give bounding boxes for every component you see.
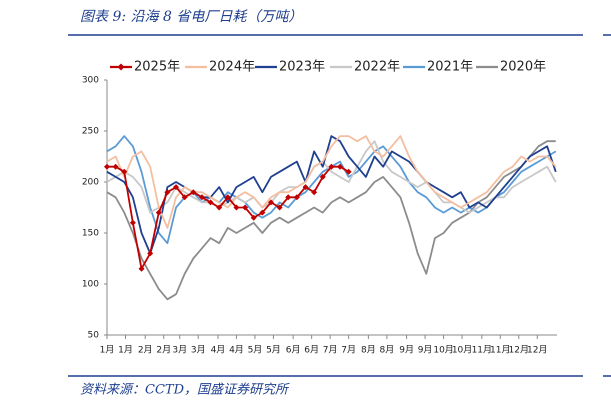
x-tick-label: 8月 — [361, 345, 376, 356]
series-marker — [216, 204, 223, 211]
series-marker — [155, 209, 162, 216]
x-tick-label: 8月 — [379, 345, 394, 356]
legend-label: 2025年 — [134, 60, 180, 75]
series-marker — [104, 163, 110, 170]
series-marker — [129, 219, 136, 226]
x-tick-label: 9月 — [399, 345, 414, 356]
series-marker — [285, 194, 292, 201]
series-marker — [337, 163, 344, 170]
series-marker — [164, 189, 171, 196]
x-tick-label: 6月 — [286, 345, 301, 356]
series-marker — [302, 184, 309, 191]
x-tick-label: 9月 — [418, 345, 433, 356]
y-tick-label: 100 — [82, 280, 99, 290]
x-tick-label: 3月 — [191, 345, 206, 356]
x-tick-label: 7月 — [323, 345, 338, 356]
series-marker — [147, 250, 154, 257]
legend-label: 2024年 — [209, 60, 255, 75]
series-marker — [267, 199, 274, 206]
x-tick-label: 1月 — [100, 345, 115, 356]
x-tick-label: 2月 — [156, 345, 171, 356]
series-line — [106, 140, 556, 301]
x-tick-label: 5月 — [266, 345, 281, 356]
y-tick-label: 300 — [82, 76, 99, 86]
series-marker — [233, 204, 240, 211]
series-marker — [190, 189, 197, 196]
series-line — [106, 135, 557, 255]
legend-label: 2020年 — [500, 60, 546, 75]
x-tick-label: 4月 — [211, 345, 226, 356]
x-tick-label: 11月 — [490, 345, 510, 356]
series-marker — [319, 173, 326, 180]
x-tick-label: 10月 — [433, 345, 453, 356]
x-tick-label: 10月 — [452, 345, 472, 356]
source-note: 资料来源：CCTD，国盛证券研究所 — [80, 382, 290, 398]
x-tick-label: 5月 — [248, 345, 263, 356]
legend-label: 2021年 — [427, 60, 473, 75]
series-marker — [121, 168, 128, 175]
y-tick-label: 200 — [82, 178, 99, 188]
series-marker — [345, 168, 352, 175]
y-tick-label: 250 — [82, 127, 99, 137]
legend-marker — [117, 63, 125, 71]
series-marker — [242, 204, 249, 211]
series-marker — [198, 194, 205, 201]
series-line — [106, 135, 557, 229]
series-marker — [112, 163, 119, 170]
legend-label: 2022年 — [354, 60, 400, 75]
x-tick-label: 6月 — [304, 345, 319, 356]
series-marker — [250, 214, 257, 221]
legend-label: 2023年 — [279, 60, 325, 75]
x-tick-label: 12月 — [509, 345, 529, 356]
series-marker — [181, 194, 188, 201]
x-tick-label: 3月 — [172, 345, 187, 356]
series-marker — [207, 199, 214, 206]
x-tick-label: 12月 — [527, 345, 547, 356]
series-marker — [224, 194, 231, 201]
x-tick-label: 7月 — [341, 345, 356, 356]
x-tick-label: 1月 — [118, 345, 133, 356]
series-marker — [311, 189, 318, 196]
x-tick-label: 4月 — [229, 345, 244, 356]
y-tick-label: 150 — [82, 229, 99, 239]
series-marker — [276, 204, 283, 211]
series-marker — [328, 163, 335, 170]
series-marker — [293, 194, 300, 201]
series-marker — [138, 265, 145, 272]
series-marker — [259, 209, 266, 216]
chart-title: 图表 9: 沿海 8 省电厂日耗（万吨） — [80, 9, 302, 25]
series-marker — [173, 184, 180, 191]
y-tick-label: 50 — [88, 331, 100, 341]
x-tick-label: 2月 — [138, 345, 153, 356]
x-tick-label: 11月 — [472, 345, 492, 356]
